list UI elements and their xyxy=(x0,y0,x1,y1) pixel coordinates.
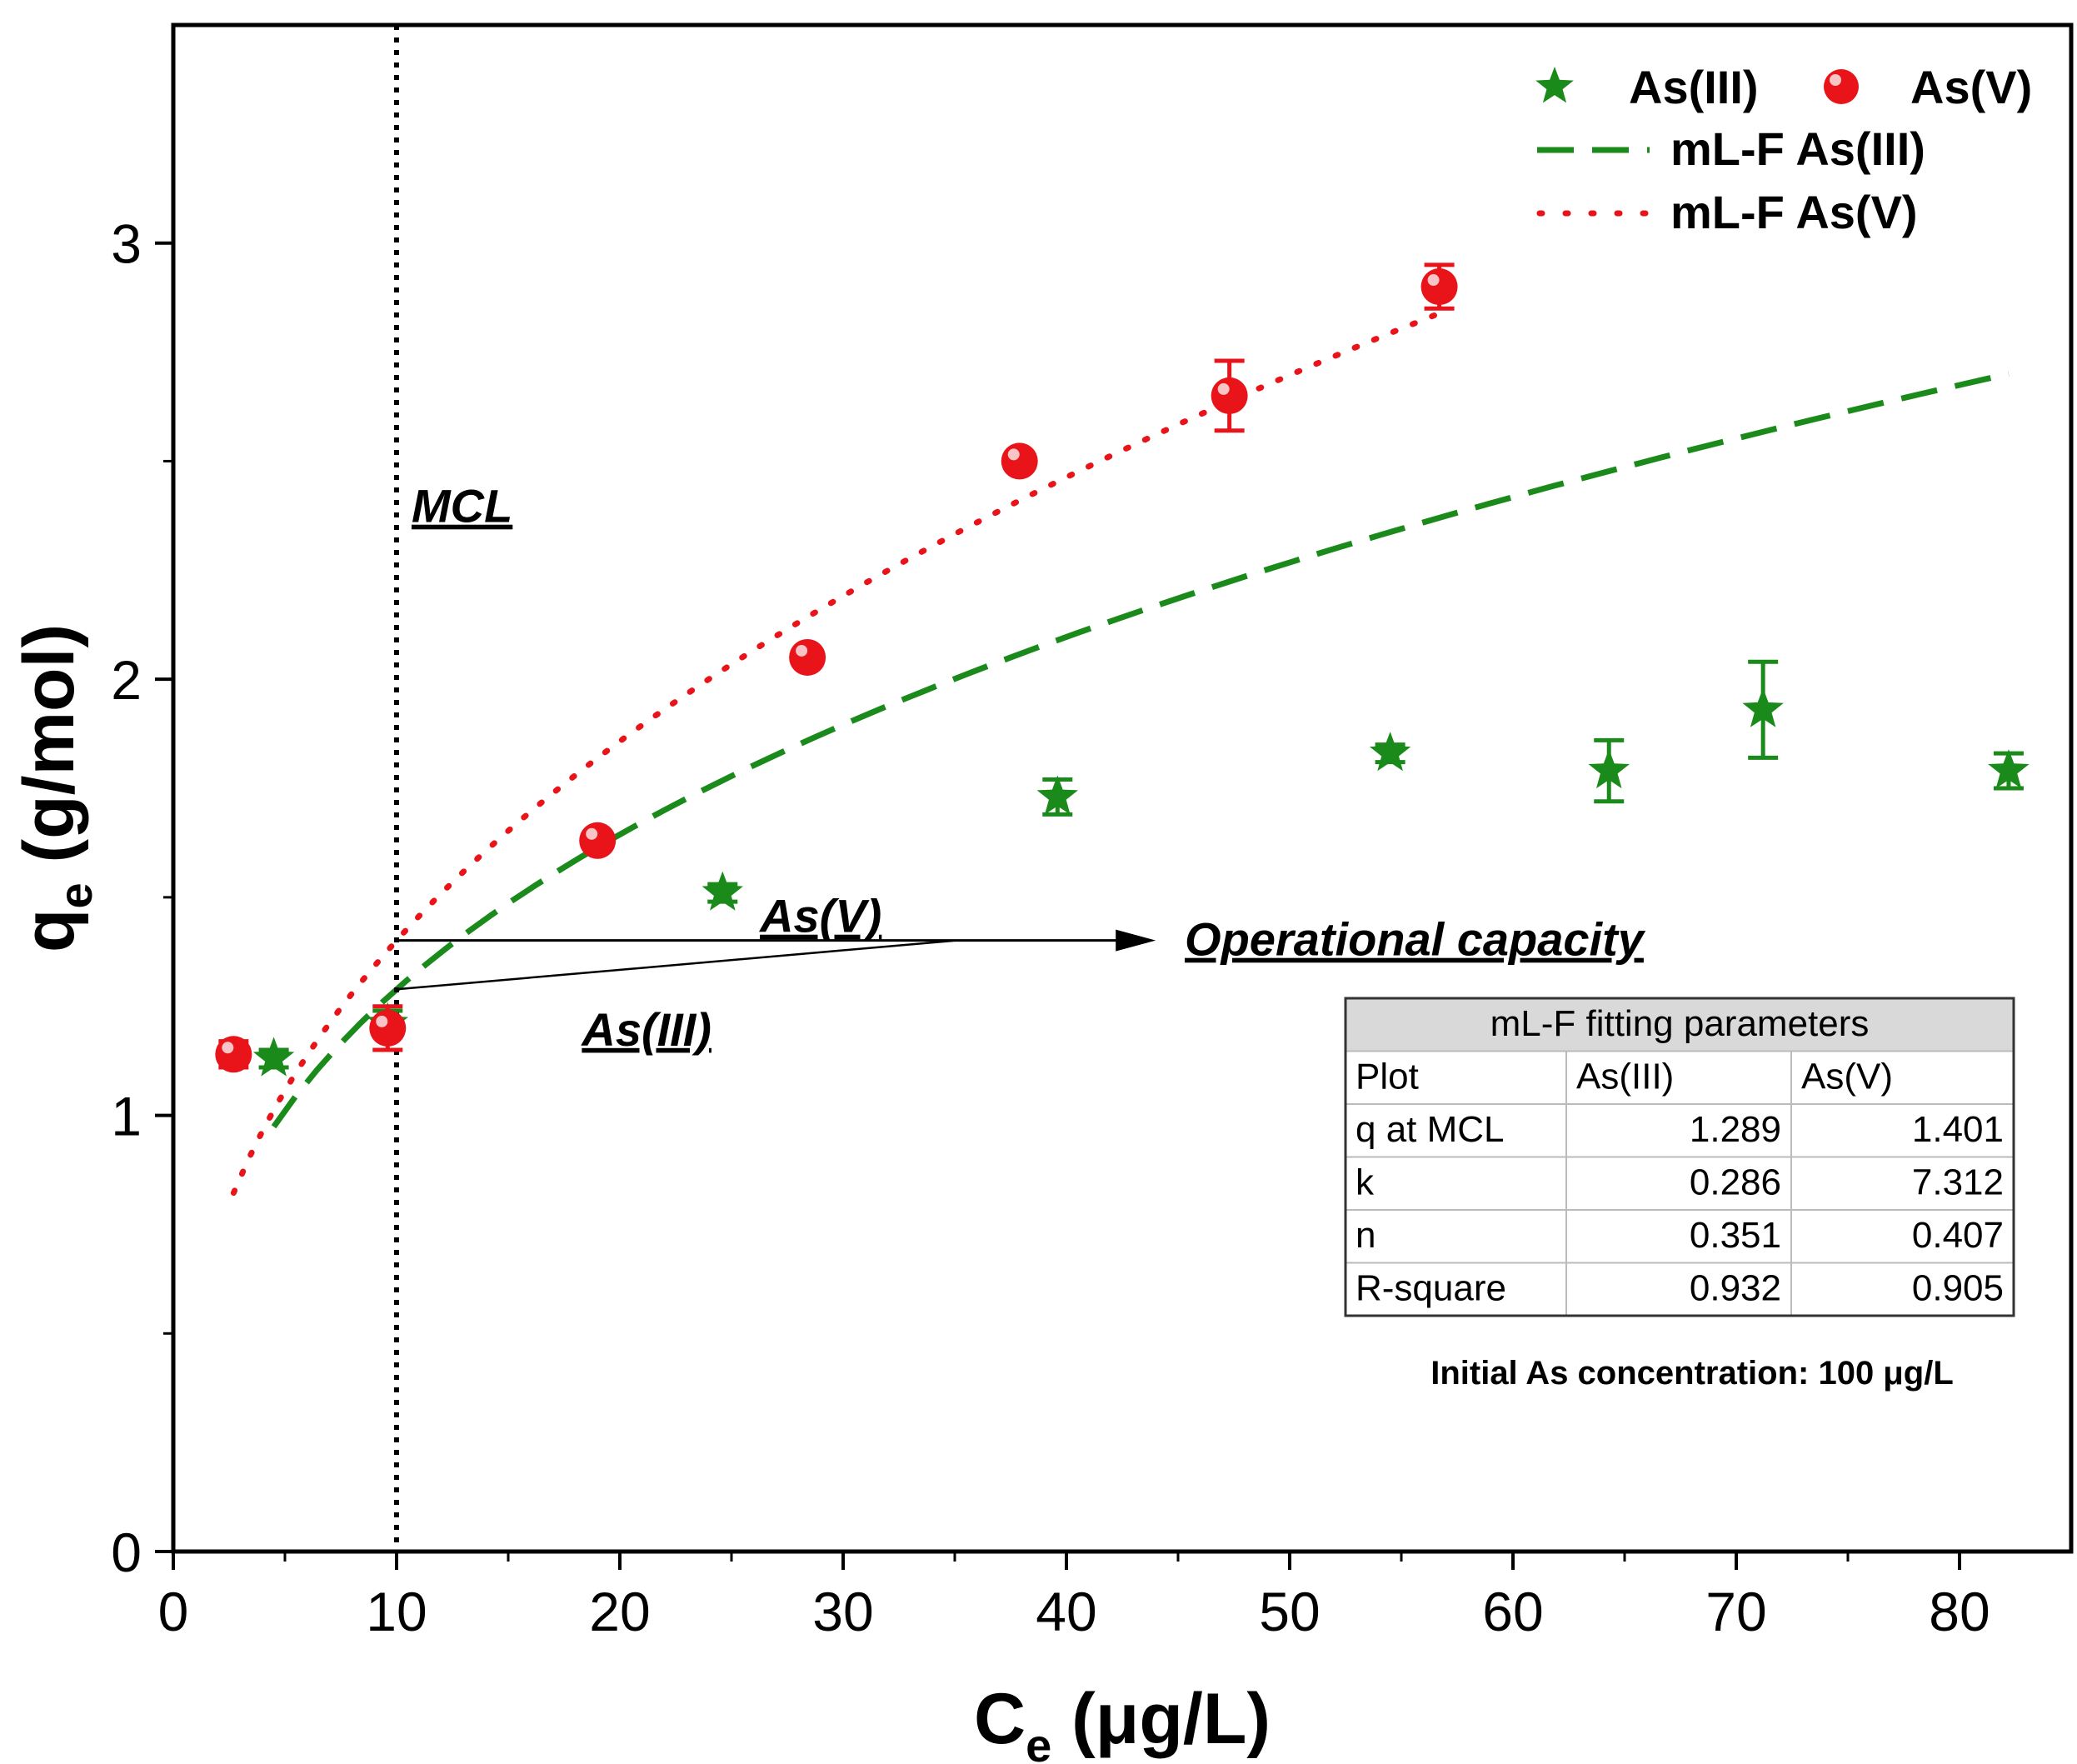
table-value-cell: 0.407 xyxy=(1912,1215,2004,1256)
operational-capacity-label: Operational capacity xyxy=(1185,913,1646,966)
table-cell xyxy=(1345,1209,1567,1264)
as-iii-annotation: As(III) xyxy=(580,1003,711,1056)
as-v-point-highlight xyxy=(1007,448,1020,461)
plot-frame xyxy=(171,22,2074,1554)
table-cell xyxy=(1790,1156,2015,1211)
legend-star-icon xyxy=(1535,67,1574,103)
as-v-point-highlight xyxy=(796,644,808,657)
table-title: mL-F fitting parameters xyxy=(1490,1003,1870,1044)
operational-arrow-head xyxy=(1116,929,1156,952)
table-value-cell: 0.905 xyxy=(1912,1268,2004,1309)
fitting-parameters-table: mL-F fitting parameters Plot As(III) As(V) q… xyxy=(1344,997,2015,1392)
table-title-cell xyxy=(1345,997,2015,1052)
y-tick-label: 2 xyxy=(111,649,142,711)
legend-circle-icon xyxy=(1824,69,1859,104)
table-cell xyxy=(1565,1156,1792,1211)
as-v-point-highlight xyxy=(586,827,598,840)
as-iii-point xyxy=(1742,687,1784,727)
legend: As(III) As(V) mL-F As(III) mL-F As(V) xyxy=(1535,61,2032,238)
as-v-point xyxy=(1420,268,1458,306)
fit-curve-as-iii xyxy=(271,371,2010,1129)
x-tick-label: 40 xyxy=(1036,1581,1096,1642)
x-tick-label: 60 xyxy=(1482,1581,1543,1642)
table-header-cell: As(V) xyxy=(1801,1057,1893,1097)
as-iii-point xyxy=(1036,775,1078,815)
table-header-cell: As(III) xyxy=(1576,1057,1674,1097)
as-iii-point xyxy=(1588,749,1630,789)
y-tick-label: 3 xyxy=(111,213,142,275)
table-value-cell: 1.401 xyxy=(1912,1109,2004,1150)
axes-group: 0 10 20 30 40 50 60 70 80 0 1 2 3 Ce (μg/L) qe (g/mol) xyxy=(9,22,2074,1764)
as-iii-point xyxy=(252,1037,295,1077)
x-tick-label: 80 xyxy=(1929,1581,1990,1642)
table-value-cell: q at MCL xyxy=(1356,1109,1505,1150)
table-cell xyxy=(1345,1156,1567,1211)
as-iii-point xyxy=(1369,732,1411,772)
as-v-point xyxy=(215,1036,252,1073)
initial-concentration-note: Initial As concentration: 100 μg/L xyxy=(1430,1355,1954,1392)
table-value-cell: 0.286 xyxy=(1690,1162,1781,1203)
as-iii-point xyxy=(1988,749,2030,789)
as-v-point xyxy=(1001,442,1038,480)
x-tick-label: 50 xyxy=(1259,1581,1320,1642)
x-tick-label: 70 xyxy=(1705,1581,1766,1642)
table-value-cell: n xyxy=(1356,1215,1376,1256)
table-cell xyxy=(1790,1262,2015,1317)
table-cell xyxy=(1790,1209,2015,1264)
x-tick-label: 0 xyxy=(158,1581,189,1642)
mcl-group: MCL xyxy=(394,25,512,1552)
as-v-point-highlight xyxy=(1217,382,1230,395)
y-tick-label: 1 xyxy=(111,1086,142,1147)
as-v-point xyxy=(369,1009,407,1047)
table-cell xyxy=(1345,1103,1567,1158)
table-cell xyxy=(1790,1103,2015,1158)
x-axis-title: Ce (μg/L) xyxy=(974,1679,1271,1764)
as-v-point-highlight xyxy=(1427,274,1440,287)
legend-circle-highlight xyxy=(1830,74,1841,86)
table-value-cell: k xyxy=(1356,1162,1375,1203)
legend-label-fit-as-v: mL-F As(V) xyxy=(1670,186,1918,238)
as-iii-point xyxy=(701,871,743,911)
mcl-label: MCL xyxy=(412,480,512,532)
as-v-point xyxy=(1211,377,1248,414)
legend-label-fit-as-iii: mL-F As(III) xyxy=(1670,122,1925,175)
x-tick-label: 30 xyxy=(812,1581,873,1642)
table-value-cell: 0.932 xyxy=(1690,1268,1781,1309)
y-axis-title: qe (g/mol) xyxy=(9,624,102,952)
as-v-point xyxy=(789,638,826,676)
table-value-cell: 1.289 xyxy=(1690,1109,1781,1150)
as-v-point-highlight xyxy=(376,1015,388,1027)
table-value-cell: R-square xyxy=(1356,1268,1506,1309)
x-tick-label: 10 xyxy=(366,1581,427,1642)
table-value-cell: 0.351 xyxy=(1690,1215,1781,1256)
y-tick-label: 0 xyxy=(111,1522,142,1583)
as-iii-arrow-line xyxy=(396,939,956,991)
table-value-cell: 7.312 xyxy=(1912,1162,2004,1203)
annotations-group: As(V) As(III) Operational capacity xyxy=(396,890,1646,1056)
as-v-point xyxy=(579,822,617,859)
as-v-point-highlight xyxy=(222,1042,234,1054)
fit-curve-as-v xyxy=(230,310,1443,1197)
x-tick-label: 20 xyxy=(589,1581,650,1642)
legend-label-as-iii: As(III) xyxy=(1629,61,1759,113)
table-border xyxy=(1344,997,2015,1317)
as-v-annotation: As(V) xyxy=(758,890,881,942)
table-header-cell: Plot xyxy=(1356,1057,1419,1097)
legend-label-as-v: As(V) xyxy=(1910,61,2032,113)
data-points-group xyxy=(215,262,2030,1077)
